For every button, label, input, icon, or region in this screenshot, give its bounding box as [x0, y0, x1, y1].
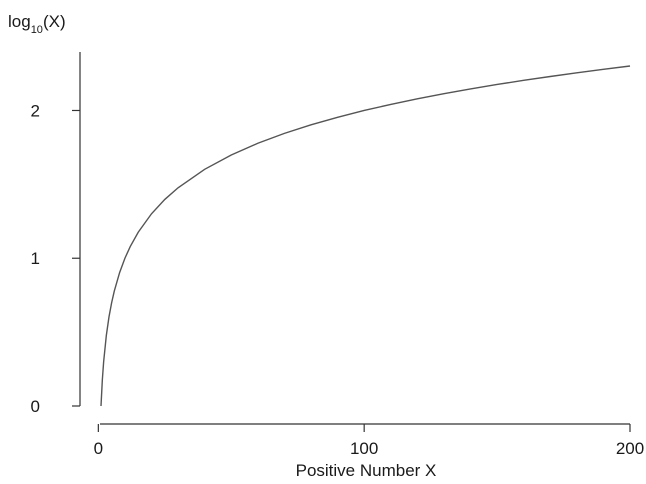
- y-axis-title-tail: (X): [43, 12, 66, 31]
- y-axis-title-subscript: 10: [31, 24, 43, 36]
- y-tick-label: 1: [31, 249, 40, 268]
- x-tick-label: 0: [94, 439, 103, 458]
- y-tick-label: 2: [31, 101, 40, 120]
- y-axis-title: log10(X): [8, 12, 66, 36]
- y-tick-label: 0: [31, 397, 40, 416]
- x-ticks: 0 100 200: [94, 424, 644, 458]
- series-line: [100, 65, 631, 407]
- y-axis-title-main: log: [8, 12, 31, 31]
- x-tick-label: 200: [616, 439, 644, 458]
- x-tick-label: 100: [350, 439, 378, 458]
- x-axis-title: Positive Number X: [296, 461, 437, 480]
- y-ticks: 0 1 2: [31, 101, 80, 416]
